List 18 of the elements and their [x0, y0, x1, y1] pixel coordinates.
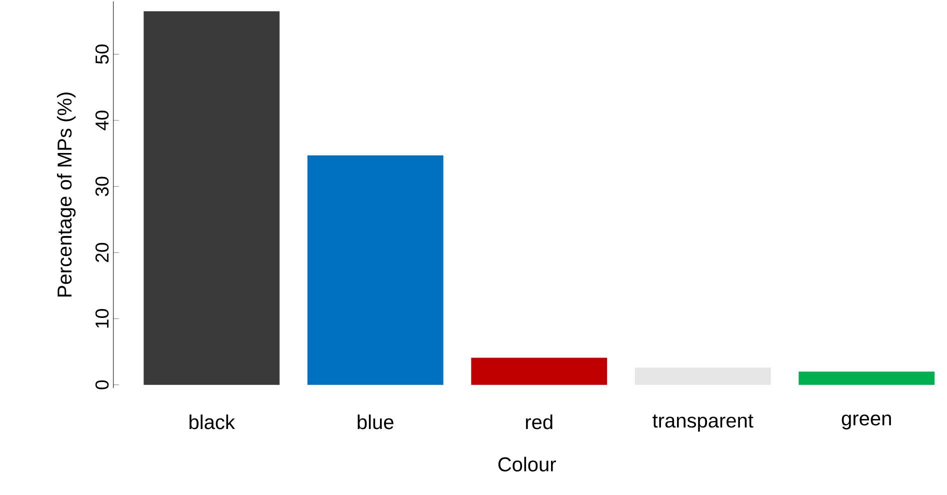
y-tick-label: 30 [95, 176, 109, 196]
bar [471, 358, 608, 385]
bar [307, 155, 444, 385]
bar [798, 372, 935, 385]
x-tick-label: black [190, 414, 235, 430]
y-tick-label: 50 [95, 44, 109, 64]
y-tick-label: 10 [95, 309, 109, 328]
x-axis-title: Colour [498, 456, 556, 472]
x-tick-label: red [526, 414, 552, 430]
bar [144, 11, 280, 385]
bar [634, 368, 771, 385]
y-axis-title: Percentage of MPs (%) [56, 92, 76, 297]
x-tick-label: green [842, 414, 891, 430]
y-tick-label: 0 [95, 380, 109, 390]
x-tick-label: transparent [652, 414, 754, 432]
y-tick-label: 40 [95, 110, 109, 130]
x-tick-label: blue [358, 414, 394, 430]
y-tick-label: 20 [95, 242, 109, 262]
